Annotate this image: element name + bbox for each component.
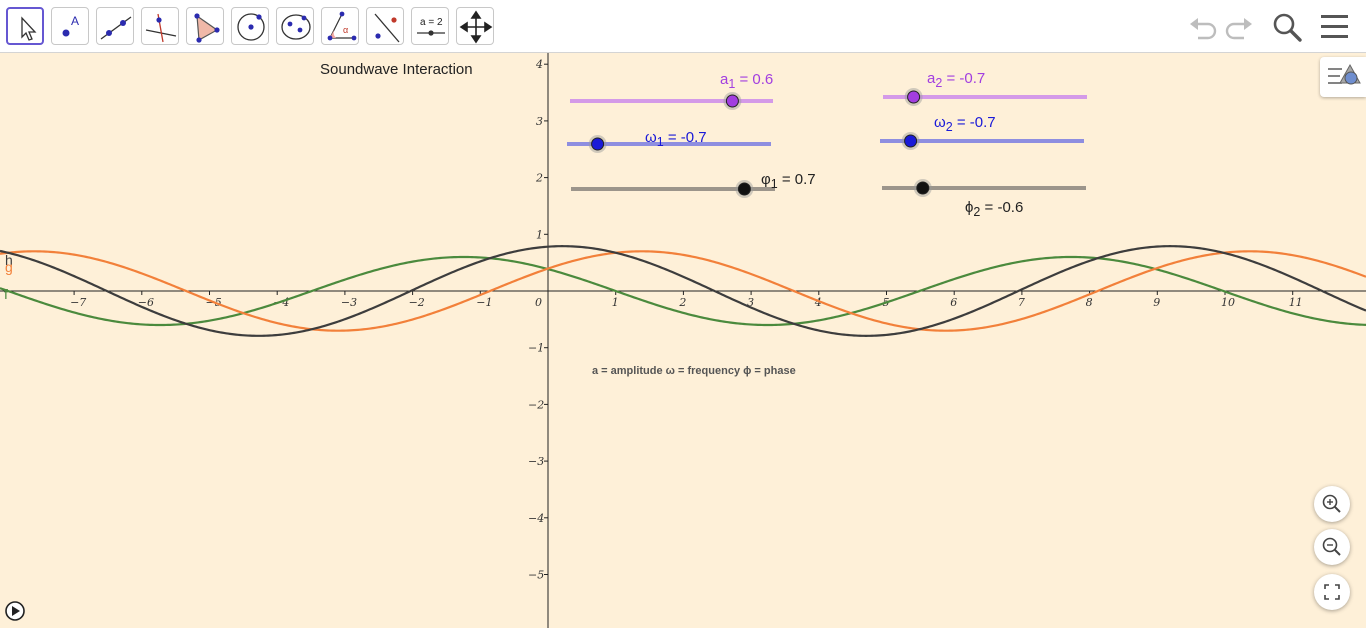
line-tool-button[interactable] xyxy=(96,7,134,45)
x-tick-label: 11 xyxy=(1289,296,1303,309)
cursor-arrow-icon xyxy=(21,16,37,41)
slider-phi2-knob[interactable] xyxy=(916,181,930,195)
slider-w1-knob[interactable] xyxy=(591,137,605,151)
move-graphics-view-tool-button[interactable] xyxy=(456,7,494,45)
circle-tool-button[interactable] xyxy=(231,7,269,45)
redo-button[interactable] xyxy=(1222,10,1256,44)
x-tick-label: 2 xyxy=(678,296,686,309)
slider-w2-knob[interactable] xyxy=(904,134,918,148)
line-icon xyxy=(100,16,132,40)
circle-icon xyxy=(237,13,265,41)
curves xyxy=(0,245,1366,337)
point-icon: A xyxy=(62,14,79,37)
ellipse-icon xyxy=(281,14,311,40)
fullscreen-button[interactable] xyxy=(1314,574,1350,610)
svg-text:A: A xyxy=(71,14,79,28)
search-icon xyxy=(1273,13,1302,42)
slider-a1-knob[interactable] xyxy=(725,94,739,108)
x-tick-label: 0 xyxy=(535,296,542,309)
style-bar-icon xyxy=(1328,63,1361,85)
main-menu-button[interactable] xyxy=(1318,10,1352,44)
y-tick-label: −5 xyxy=(528,569,544,582)
reflect-icon xyxy=(374,13,400,43)
slider-a1-label: a1 = 0.6 xyxy=(720,71,774,91)
x-tick-label: 10 xyxy=(1221,296,1235,309)
perpendicular-icon xyxy=(145,13,177,43)
y-tick-label: −1 xyxy=(528,342,544,355)
page-title: Soundwave Interaction xyxy=(320,61,473,78)
x-tick-label: 3 xyxy=(747,296,754,309)
slider-a2-label: a2 = -0.7 xyxy=(927,70,986,90)
search-button[interactable] xyxy=(1270,10,1304,44)
angle-icon: α xyxy=(327,11,357,41)
legend-text: a = amplitude ω = frequency ϕ = phase xyxy=(592,365,796,377)
fullscreen-icon xyxy=(1324,584,1340,600)
curve-label-f[interactable]: f xyxy=(4,286,8,302)
x-tick-label: −1 xyxy=(476,296,492,309)
move-tool-button[interactable] xyxy=(6,7,44,45)
zoom-out-button[interactable] xyxy=(1314,529,1350,565)
slider-phi2-label: ϕ2 = -0.6 xyxy=(965,199,1024,219)
curve-f[interactable] xyxy=(0,255,1366,327)
zoom-out-icon xyxy=(1322,537,1341,556)
undo-icon xyxy=(1190,18,1217,40)
reflect-tool-button[interactable] xyxy=(366,7,404,45)
y-tick-label: −3 xyxy=(528,455,544,468)
svg-text:a = 2: a = 2 xyxy=(420,17,443,28)
axes: −7 −6 −5 −4 −3 −2 −1 0 1 2 3 4 5 6 7 8 9 10 114321−1−2−3−4… xyxy=(0,53,1366,628)
y-tick-label: 4 xyxy=(535,58,543,71)
polygon-icon xyxy=(194,13,220,43)
x-tick-label: 9 xyxy=(1153,296,1160,309)
x-tick-label: 8 xyxy=(1086,296,1093,309)
perpendicular-line-tool-button[interactable] xyxy=(141,7,179,45)
sliders xyxy=(567,88,1087,198)
graphics-view[interactable]: −7 −6 −5 −4 −3 −2 −1 0 1 2 3 4 5 6 7 8 9 10 11 4 3 2 1 −1 −2 −3 −4… xyxy=(0,53,1366,628)
x-tick-label: −3 xyxy=(341,296,357,309)
slider-icon: a = 2 xyxy=(417,17,445,36)
y-tick-label: −4 xyxy=(528,512,544,525)
undo-button[interactable] xyxy=(1186,10,1220,44)
play-icon xyxy=(5,601,25,621)
curve-g[interactable] xyxy=(0,250,1366,332)
slider-tool-button[interactable]: a = 2 xyxy=(411,7,449,45)
slider-a2-knob[interactable] xyxy=(907,90,921,104)
menu-icon xyxy=(1321,15,1348,38)
x-tick-label: 7 xyxy=(1018,296,1025,309)
toolbar: A α a = 2 xyxy=(0,0,1366,53)
ellipse-tool-button[interactable] xyxy=(276,7,314,45)
y-tick-label: 1 xyxy=(536,228,543,241)
curve-label-g[interactable]: g xyxy=(5,259,13,275)
play-button[interactable] xyxy=(4,600,26,622)
move-view-icon xyxy=(459,10,493,44)
slider-phi1-knob[interactable] xyxy=(737,182,751,196)
svg-text:α: α xyxy=(343,25,348,35)
x-tick-label: 4 xyxy=(814,296,822,309)
polygon-tool-button[interactable] xyxy=(186,7,224,45)
x-tick-label: 1 xyxy=(612,296,619,309)
slider-w2-label: ω2 = -0.7 xyxy=(934,114,996,134)
slider-w1-label: ω1 = -0.7 xyxy=(645,129,707,149)
style-bar-toggle-button[interactable] xyxy=(1320,57,1366,97)
y-tick-label: 2 xyxy=(535,172,543,185)
zoom-in-button[interactable] xyxy=(1314,486,1350,522)
curve-label-h[interactable]: h xyxy=(5,252,13,268)
x-tick-label: −7 xyxy=(70,296,86,309)
x-tick-label: 6 xyxy=(950,296,957,309)
angle-tool-button[interactable]: α xyxy=(321,7,359,45)
y-tick-label: 3 xyxy=(536,115,543,128)
zoom-in-icon xyxy=(1322,494,1341,513)
y-tick-label: −2 xyxy=(528,398,544,411)
x-tick-label: −2 xyxy=(409,296,425,309)
curve-h[interactable] xyxy=(0,245,1366,337)
plot-canvas[interactable]: −7 −6 −5 −4 −3 −2 −1 0 1 2 3 4 5 6 7 8 9 10 114321−1−2−3−4… xyxy=(0,53,1366,628)
point-tool-button[interactable]: A xyxy=(51,7,89,45)
slider-phi1-label: φ1 = 0.7 xyxy=(761,171,816,191)
redo-icon xyxy=(1225,18,1252,40)
